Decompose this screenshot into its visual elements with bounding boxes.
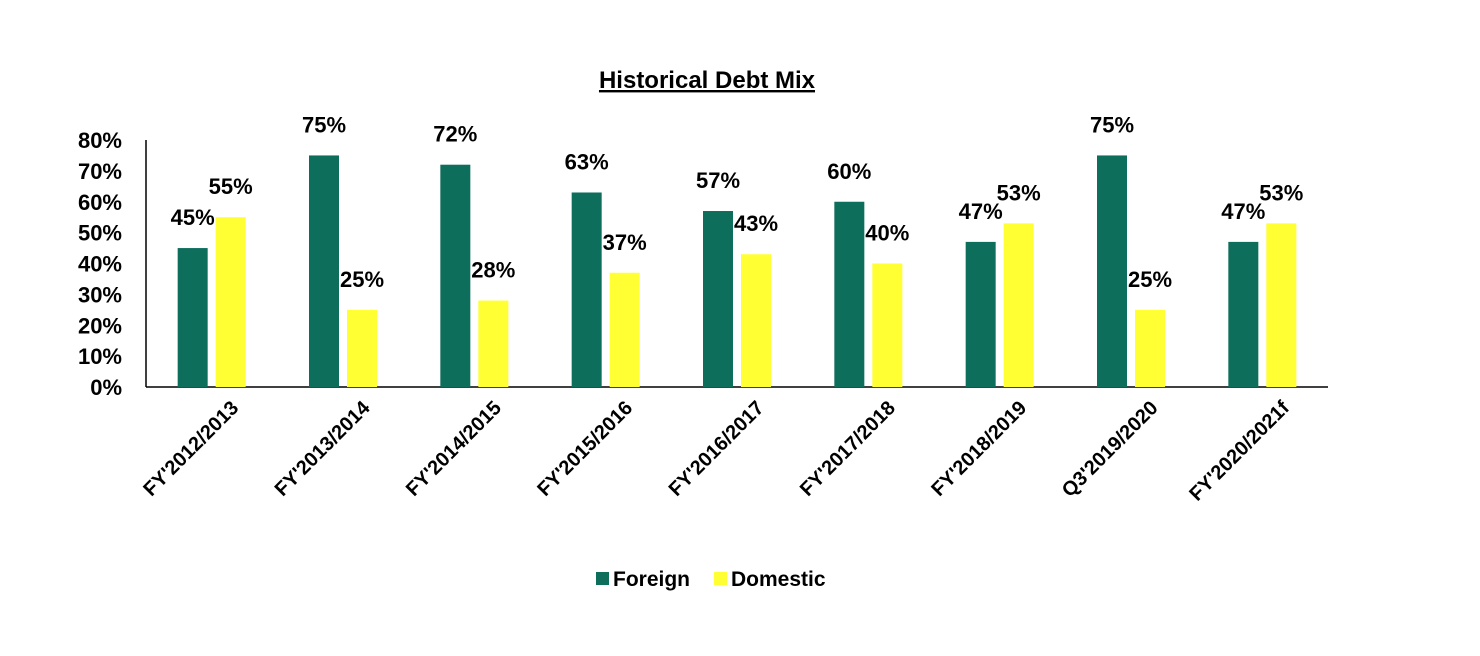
bar-foreign	[834, 201, 865, 387]
data-label-foreign: 47%	[1221, 199, 1265, 224]
y-tick-label: 70%	[78, 159, 122, 184]
bar-foreign	[703, 211, 733, 387]
bar-domestic	[1003, 223, 1034, 387]
y-tick-label: 30%	[78, 282, 122, 307]
legend-label-foreign: Foreign	[613, 568, 690, 591]
legend: Foreign Domestic	[596, 568, 826, 591]
bar-foreign	[571, 192, 602, 387]
data-label-domestic: 25%	[1128, 267, 1172, 292]
y-tick-label: 10%	[78, 344, 122, 369]
x-tick-label: Q3'2019/2020	[1058, 397, 1163, 502]
data-label-domestic: 28%	[471, 258, 515, 283]
data-label-foreign: 75%	[1090, 112, 1134, 137]
legend-label-domestic: Domestic	[731, 568, 826, 591]
legend-swatch-foreign	[596, 572, 609, 585]
chart-title: Historical Debt Mix	[599, 67, 816, 94]
bar-domestic	[478, 300, 509, 387]
data-label-domestic: 53%	[1259, 180, 1303, 205]
x-tick-label: FY'2013/2014	[271, 396, 375, 500]
data-label-foreign: 47%	[959, 199, 1003, 224]
data-label-domestic: 43%	[734, 211, 778, 236]
x-tick-label: FY'2016/2017	[665, 397, 769, 501]
y-tick-label: 80%	[78, 128, 122, 153]
y-tick-label: 40%	[78, 252, 122, 277]
bar-foreign	[440, 164, 471, 387]
data-label-domestic: 55%	[209, 174, 253, 199]
bar-domestic	[741, 254, 771, 387]
data-label-domestic: 40%	[865, 221, 909, 246]
data-label-foreign: 60%	[827, 159, 871, 184]
y-tick-label: 0%	[90, 375, 122, 400]
bar-foreign	[1097, 155, 1127, 387]
data-label-domestic: 37%	[603, 230, 647, 255]
data-label-foreign: 72%	[433, 122, 477, 147]
x-tick-label: FY'2014/2015	[402, 397, 506, 501]
bar-foreign	[965, 241, 996, 387]
y-tick-label: 20%	[78, 313, 122, 338]
data-label-domestic: 53%	[997, 180, 1041, 205]
legend-swatch-domestic	[714, 572, 727, 585]
x-tick-label: FY'2015/2016	[533, 397, 637, 501]
bar-domestic	[609, 272, 640, 387]
bar-domestic	[1135, 309, 1165, 387]
x-tick-label: FY'2017/2018	[796, 397, 900, 501]
x-tick-label: FY'2012/2013	[139, 397, 243, 501]
x-tick-label: FY'2020/2021f	[1185, 397, 1294, 506]
x-tick-label: FY'2018/2019	[927, 397, 1031, 501]
bar-domestic	[872, 263, 903, 387]
bar-foreign	[1228, 241, 1259, 387]
y-tick-label: 60%	[78, 190, 122, 215]
bar-foreign	[177, 248, 208, 387]
bar-domestic	[347, 309, 377, 387]
bar-domestic	[1266, 223, 1297, 387]
bar-domestic	[215, 217, 246, 387]
data-label-foreign: 75%	[302, 112, 346, 137]
data-label-foreign: 45%	[171, 205, 215, 230]
bar-foreign	[309, 155, 339, 387]
data-label-foreign: 57%	[696, 168, 740, 193]
plot-area: 0% 10% 20% 30% 40% 50% 60% 70% 80% 45% 55% FY'2012/…	[78, 112, 1328, 506]
y-tick-label: 50%	[78, 221, 122, 246]
data-label-foreign: 63%	[565, 149, 609, 174]
data-label-domestic: 25%	[340, 267, 384, 292]
